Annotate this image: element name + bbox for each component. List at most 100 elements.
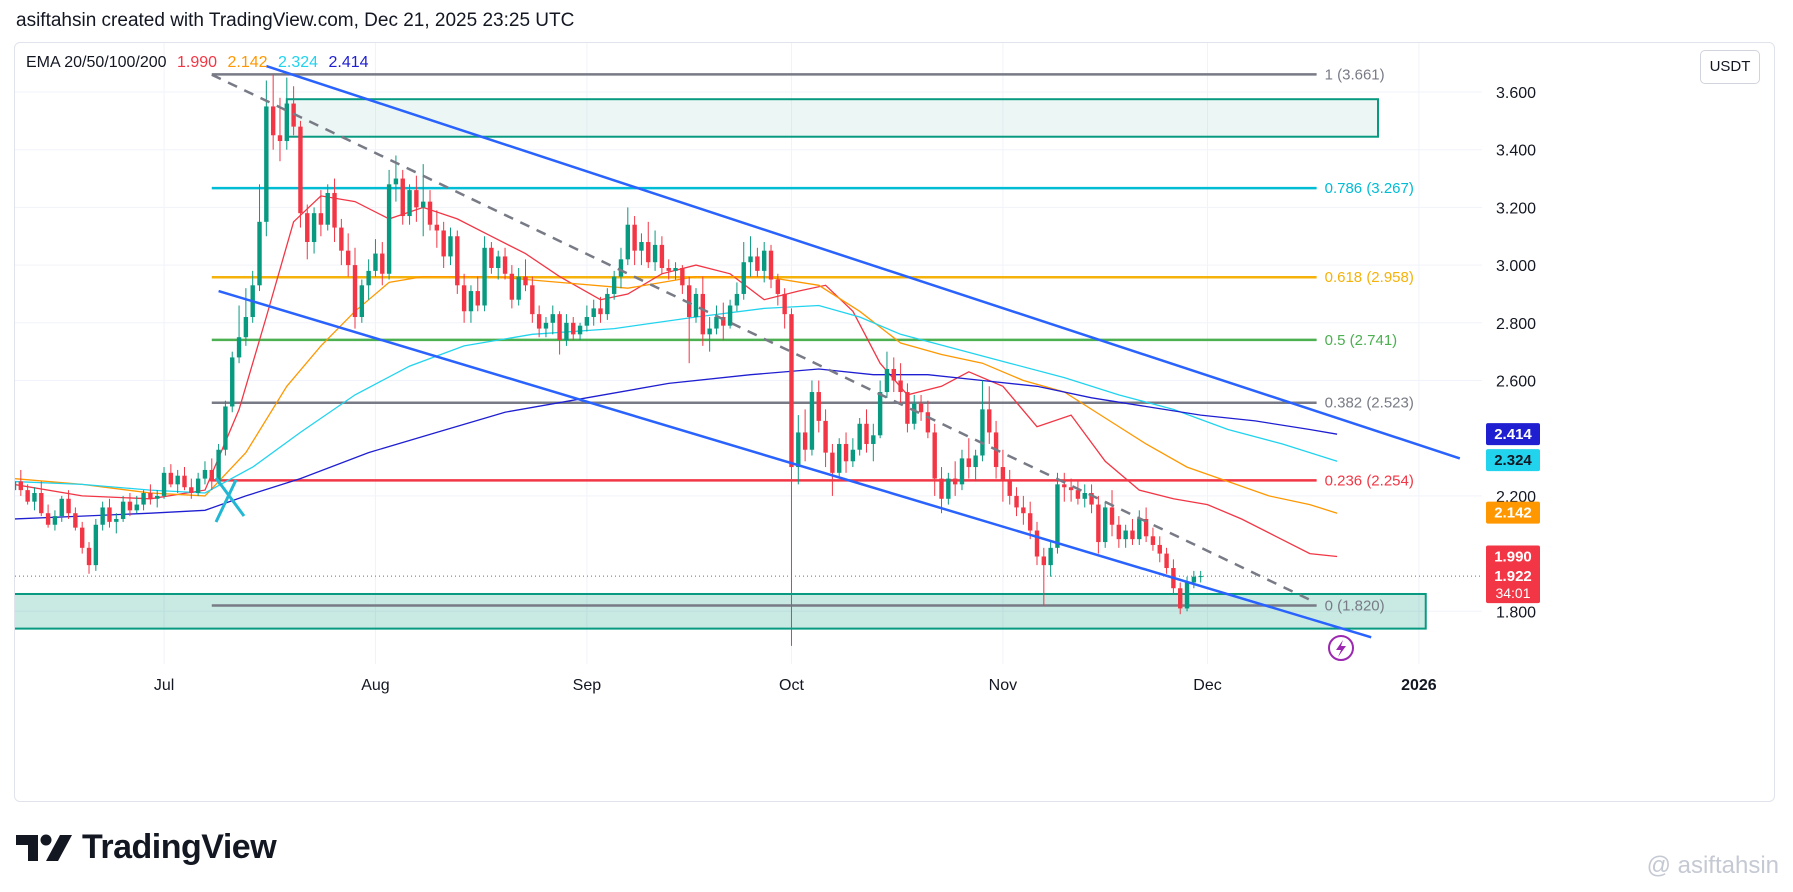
candle-body: [700, 293, 706, 335]
candle-body: [277, 135, 283, 142]
x-tick-label: Oct: [779, 677, 804, 694]
candle-body: [1082, 493, 1087, 499]
candle-body: [325, 192, 330, 225]
candle-body: [1089, 493, 1094, 505]
ema-line-ema100: [15, 304, 1338, 494]
candle-body: [134, 504, 139, 511]
price-countdown: 34:01: [1495, 585, 1530, 601]
candle-body: [509, 273, 515, 300]
candle-body: [345, 250, 351, 266]
candle-body: [298, 126, 303, 214]
price-label-bg: [1486, 545, 1540, 568]
ema50-value: 2.142: [227, 54, 268, 71]
candle-body: [741, 262, 746, 294]
price-label-bg: [1486, 423, 1540, 446]
candle-body: [912, 403, 917, 424]
candle-body: [898, 380, 903, 393]
candle-body: [161, 472, 167, 496]
candle-body: [284, 103, 289, 142]
candle-body: [32, 493, 37, 502]
candle-body: [673, 267, 678, 271]
candle-body: [59, 498, 64, 517]
candle-body: [1041, 556, 1047, 566]
candle-body: [1143, 518, 1149, 537]
candle-body: [1048, 547, 1053, 566]
candle-body: [625, 224, 630, 260]
candle-body: [73, 513, 78, 528]
candle-body: [359, 285, 365, 318]
candle-body: [598, 308, 603, 315]
fib-label-0.236: 0.236 (2.254): [1325, 472, 1414, 489]
y-tick-label: 3.200: [1496, 200, 1536, 217]
candle-body: [18, 481, 24, 491]
candle-body: [114, 518, 119, 522]
candle-body: [877, 392, 883, 436]
lightning-icon-bolt: [1336, 640, 1346, 657]
candle-body: [223, 406, 228, 450]
candle-body: [1198, 576, 1203, 578]
candle-body: [155, 495, 160, 499]
candle-body: [1130, 530, 1135, 540]
y-tick-label: 2.600: [1496, 374, 1536, 391]
price-label: 1.990: [1494, 548, 1532, 565]
candle-body: [339, 227, 344, 251]
candle-body: [550, 314, 555, 323]
candle-body: [1007, 481, 1012, 496]
candle-body: [830, 452, 835, 473]
channel-lower-line: [218, 289, 1372, 639]
candle-body: [366, 270, 371, 286]
candle-body: [939, 478, 944, 499]
candle-body: [352, 265, 358, 318]
candle-body: [666, 267, 671, 271]
candle-body: [421, 201, 426, 208]
candle-body: [1021, 507, 1026, 514]
candle-body: [195, 478, 201, 494]
candle-body: [1027, 513, 1033, 531]
y-tick-label: 1.800: [1496, 604, 1536, 621]
candle-body: [127, 501, 133, 511]
supply-zone: [285, 98, 1379, 138]
candle-body: [373, 253, 378, 271]
candle-body: [502, 256, 508, 274]
price-label: 2.142: [1494, 505, 1532, 522]
x-tick-label: Nov: [989, 677, 1017, 694]
candle-body: [591, 308, 596, 318]
candle-body: [305, 213, 310, 243]
candle-body: [680, 267, 685, 286]
candle-body: [1068, 487, 1074, 491]
x-tick-label: Dec: [1193, 677, 1221, 694]
candle-body: [461, 285, 467, 312]
candle-body: [918, 403, 924, 413]
candle-body: [1150, 536, 1156, 545]
candle-body: [857, 423, 862, 450]
candle-body: [530, 285, 535, 315]
candle-body: [1000, 467, 1006, 482]
candle-body: [1178, 588, 1183, 609]
candle-body: [1116, 524, 1122, 540]
candle-body: [148, 493, 153, 499]
candle-body: [652, 244, 658, 263]
candle-body: [864, 423, 869, 444]
candle-body: [86, 547, 92, 566]
candle-body: [884, 368, 890, 393]
candle-body: [639, 242, 644, 251]
breakout-cross-mark: [214, 477, 246, 523]
y-tick-label: 2.800: [1496, 316, 1536, 333]
candle-body: [714, 317, 719, 329]
candle-body: [400, 178, 405, 217]
candle-body: [837, 443, 842, 473]
candle-body: [611, 276, 617, 294]
candle-body: [980, 409, 985, 456]
candle-body: [816, 392, 821, 421]
candle-body: [93, 524, 99, 566]
candle-body: [523, 276, 528, 286]
fib-label-0.786: 0.786 (3.267): [1325, 180, 1414, 197]
candle-body: [577, 325, 583, 335]
candle-body: [843, 443, 849, 462]
currency-button[interactable]: USDT: [1700, 50, 1760, 84]
candle-body: [768, 250, 774, 280]
brand-name: TradingView: [82, 828, 277, 866]
ema-legend-label: EMA 20/50/100/200: [26, 54, 167, 71]
candle-body: [414, 190, 419, 208]
